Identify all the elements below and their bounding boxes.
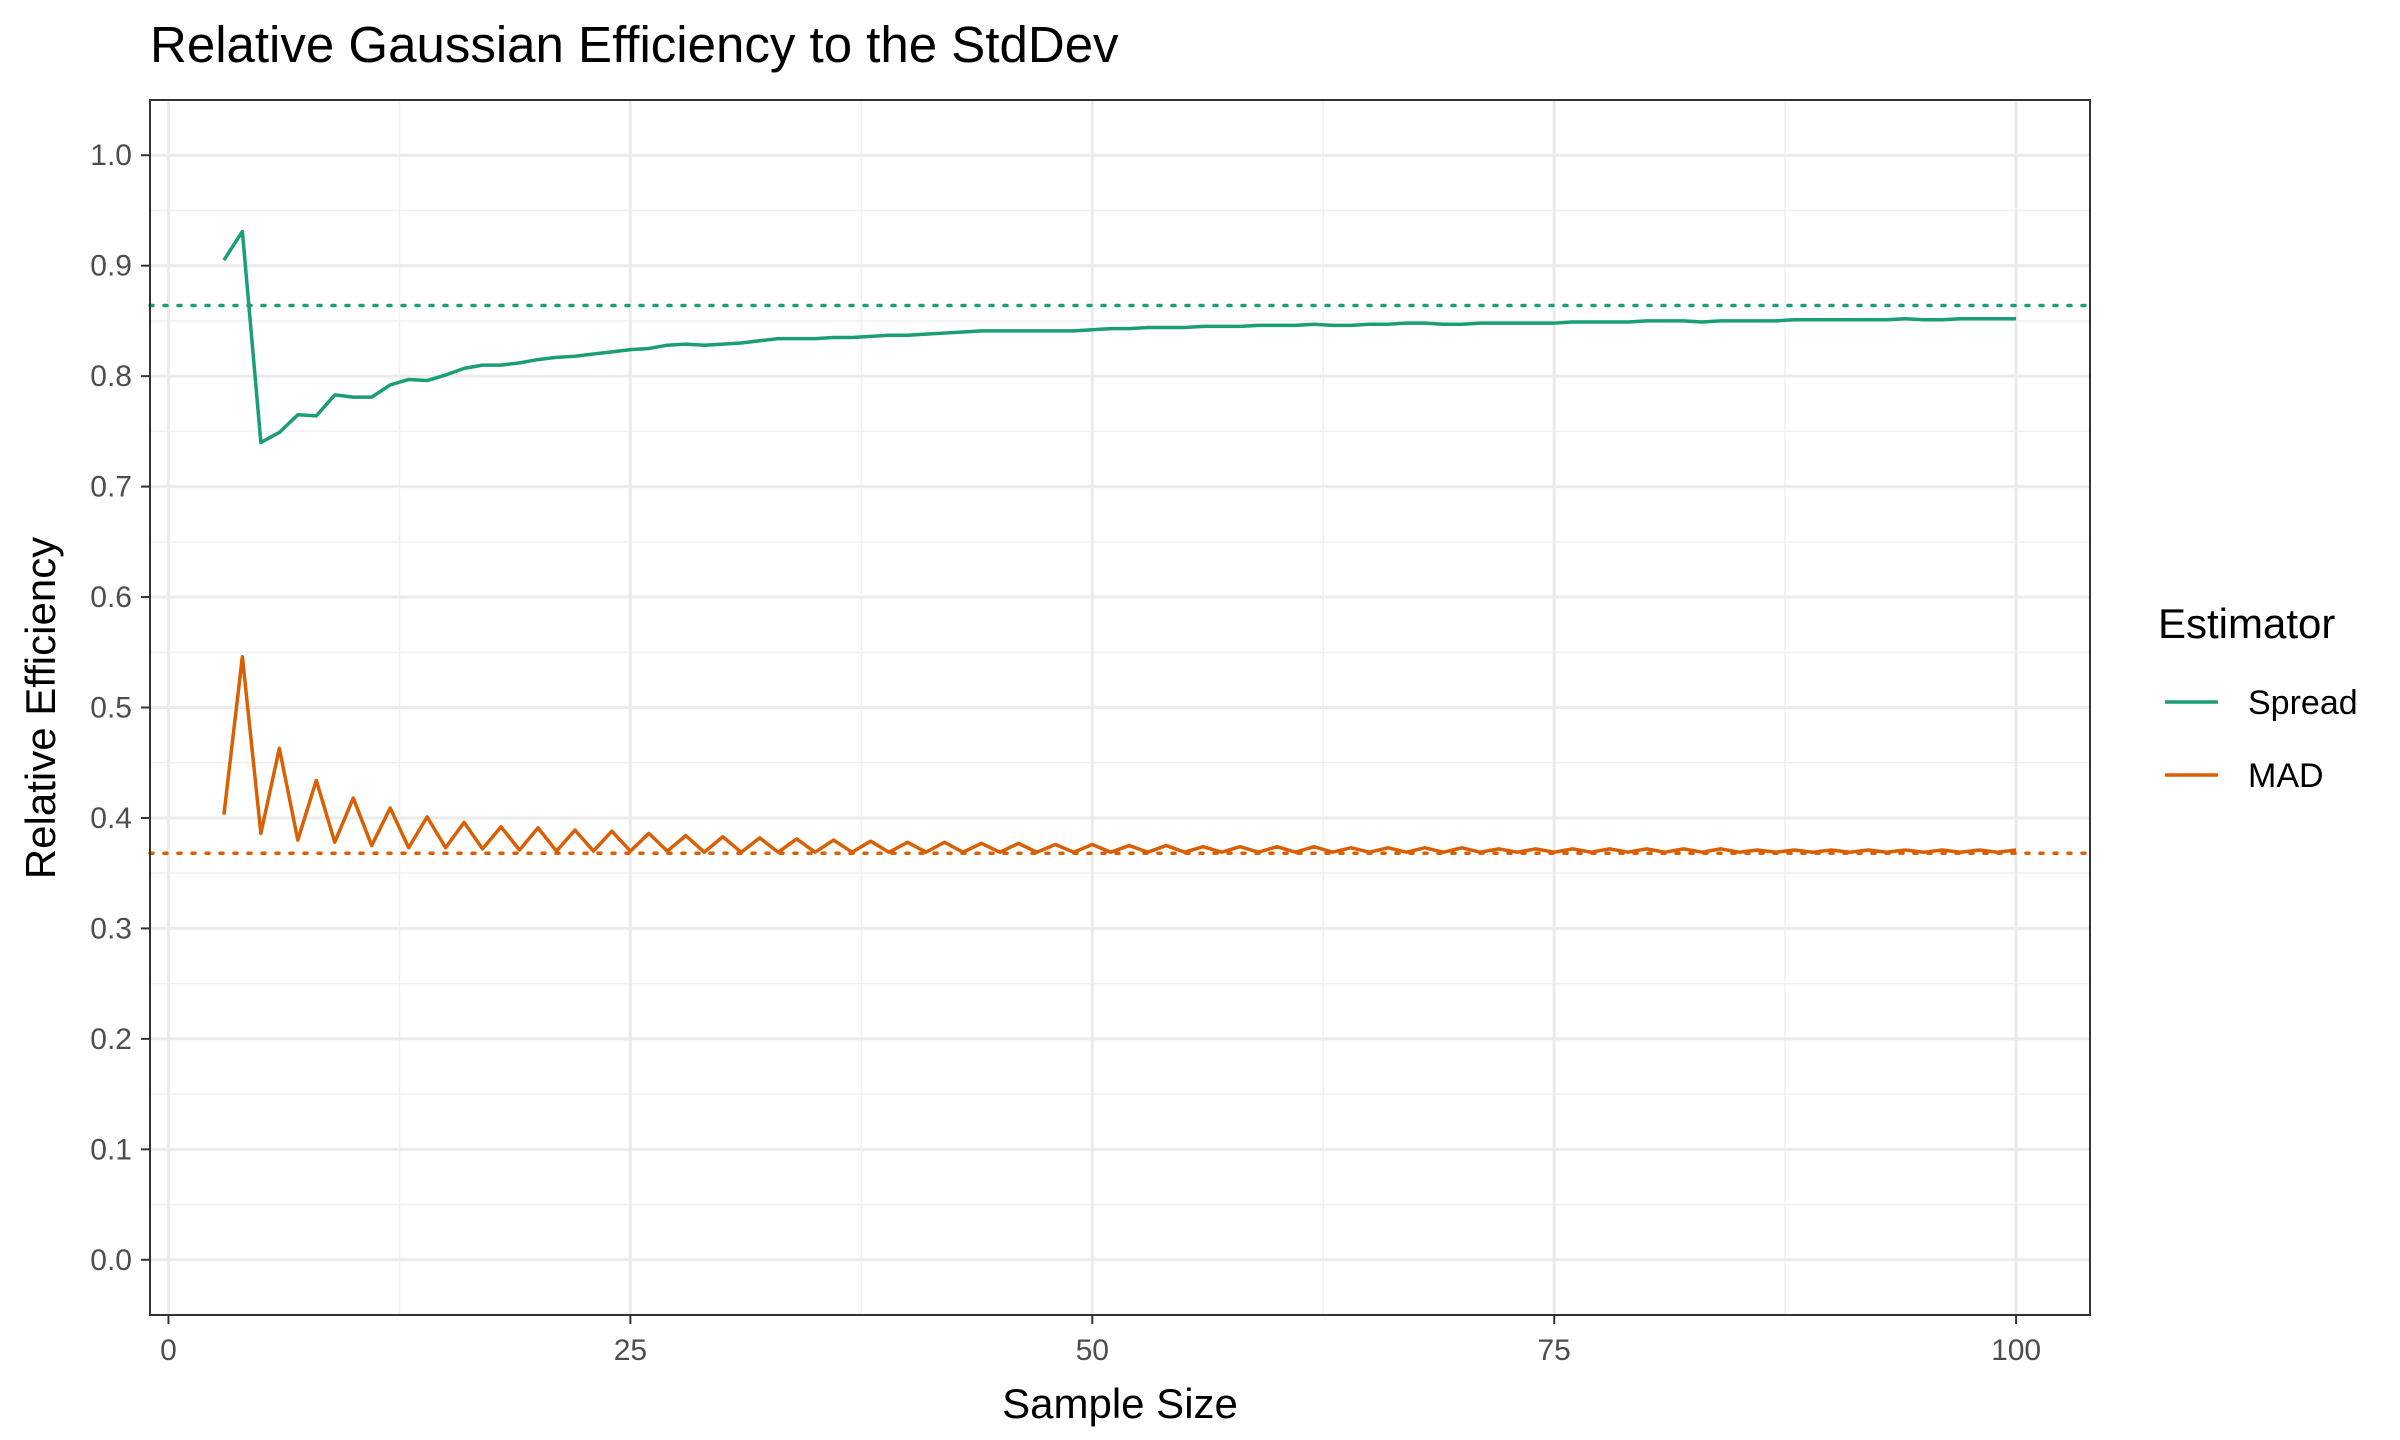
legend-title: Estimator (2158, 600, 2335, 647)
y-axis-title: Relative Efficiency (17, 537, 64, 879)
x-tick-label: 100 (1991, 1334, 2041, 1367)
x-tick-label: 50 (1076, 1334, 1109, 1367)
y-tick-label: 0.3 (90, 912, 132, 945)
x-axis: 0 25 50 75 100 (160, 1315, 2041, 1367)
y-tick-label: 0.9 (90, 250, 132, 283)
y-tick-label: 0.4 (90, 802, 132, 835)
y-tick-label: 1.0 (90, 139, 132, 172)
x-tick-label: 75 (1538, 1334, 1571, 1367)
x-tick-label: 0 (160, 1334, 177, 1367)
legend-label-spread: Spread (2248, 684, 2358, 722)
legend-label-mad: MAD (2248, 757, 2324, 795)
chart-title: Relative Gaussian Efficiency to the StdD… (150, 16, 1119, 73)
legend: Estimator Spread MAD (2158, 600, 2358, 795)
asymptote-lines (148, 303, 2092, 856)
y-tick-label: 0.5 (90, 692, 132, 725)
y-tick-label: 0.0 (90, 1244, 132, 1277)
y-tick-label: 0.7 (90, 471, 132, 504)
series-line-spread (222, 229, 2017, 445)
y-axis: 0.0 0.1 0.2 0.3 0.4 0.5 0.6 0.7 0.8 0.9 1.0 (90, 139, 150, 1277)
series-lines (222, 229, 2017, 854)
y-tick-label: 0.8 (90, 360, 132, 393)
y-tick-label: 0.2 (90, 1023, 132, 1056)
grid-major (150, 100, 2090, 1315)
y-tick-label: 0.1 (90, 1133, 132, 1166)
x-axis-title: Sample Size (1002, 1380, 1238, 1427)
series-line-mad (222, 654, 2017, 854)
x-tick-label: 25 (614, 1334, 647, 1367)
y-tick-label: 0.6 (90, 581, 132, 614)
